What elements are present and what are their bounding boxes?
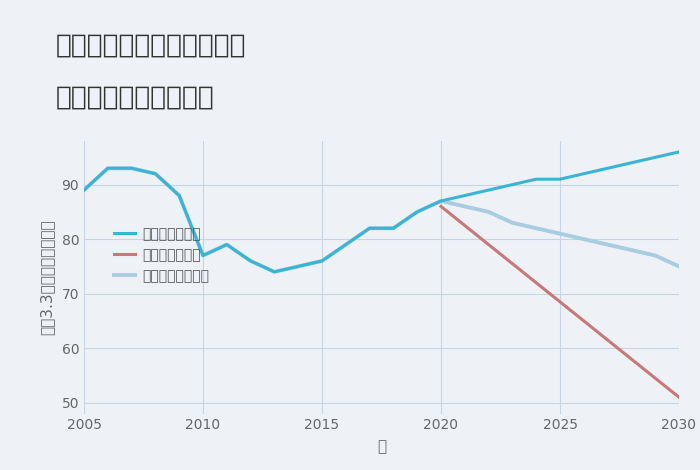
- グッドシナリオ: [365, 226, 374, 231]
- グッドシナリオ: [556, 176, 564, 182]
- グッドシナリオ: [508, 182, 517, 188]
- Line: バッドシナリオ: バッドシナリオ: [441, 206, 679, 397]
- ノーマルシナリオ: [104, 165, 112, 171]
- Y-axis label: 坪（3.3㎡）単価（万円）: 坪（3.3㎡）単価（万円）: [40, 219, 55, 335]
- ノーマルシナリオ: [603, 242, 612, 247]
- グッドシナリオ: [651, 155, 659, 160]
- グッドシナリオ: [199, 253, 207, 258]
- Line: グッドシナリオ: グッドシナリオ: [84, 152, 679, 272]
- ノーマルシナリオ: [175, 193, 183, 198]
- ノーマルシナリオ: [223, 242, 231, 247]
- ノーマルシナリオ: [246, 258, 255, 264]
- ノーマルシナリオ: [294, 264, 302, 269]
- グッドシナリオ: [437, 198, 445, 204]
- グッドシナリオ: [532, 176, 540, 182]
- ノーマルシナリオ: [532, 226, 540, 231]
- ノーマルシナリオ: [484, 209, 493, 215]
- グッドシナリオ: [175, 193, 183, 198]
- Line: ノーマルシナリオ: ノーマルシナリオ: [84, 168, 679, 272]
- ノーマルシナリオ: [508, 220, 517, 226]
- グッドシナリオ: [580, 171, 588, 177]
- Text: 千葉県匝瑳市八日市場ホの: 千葉県匝瑳市八日市場ホの: [56, 33, 246, 59]
- ノーマルシナリオ: [389, 226, 398, 231]
- ノーマルシナリオ: [318, 258, 326, 264]
- グッドシナリオ: [151, 171, 160, 177]
- ノーマルシナリオ: [461, 204, 469, 209]
- ノーマルシナリオ: [342, 242, 350, 247]
- グッドシナリオ: [270, 269, 279, 274]
- Text: 中古戸建ての価格推移: 中古戸建ての価格推移: [56, 85, 215, 110]
- ノーマルシナリオ: [365, 226, 374, 231]
- ノーマルシナリオ: [675, 264, 683, 269]
- グッドシナリオ: [389, 226, 398, 231]
- ノーマルシナリオ: [151, 171, 160, 177]
- ノーマルシナリオ: [651, 253, 659, 258]
- X-axis label: 年: 年: [377, 439, 386, 454]
- バッドシナリオ: [437, 204, 445, 209]
- ノーマルシナリオ: [627, 247, 636, 253]
- ノーマルシナリオ: [437, 198, 445, 204]
- ノーマルシナリオ: [80, 187, 88, 193]
- ノーマルシナリオ: [270, 269, 279, 274]
- ノーマルシナリオ: [127, 165, 136, 171]
- グッドシナリオ: [413, 209, 421, 215]
- Legend: グッドシナリオ, バッドシナリオ, ノーマルシナリオ: グッドシナリオ, バッドシナリオ, ノーマルシナリオ: [108, 221, 215, 289]
- グッドシナリオ: [127, 165, 136, 171]
- ノーマルシナリオ: [413, 209, 421, 215]
- グッドシナリオ: [342, 242, 350, 247]
- グッドシナリオ: [246, 258, 255, 264]
- グッドシナリオ: [461, 193, 469, 198]
- ノーマルシナリオ: [580, 236, 588, 242]
- バッドシナリオ: [675, 394, 683, 400]
- グッドシナリオ: [318, 258, 326, 264]
- グッドシナリオ: [627, 160, 636, 165]
- グッドシナリオ: [675, 149, 683, 155]
- ノーマルシナリオ: [199, 253, 207, 258]
- グッドシナリオ: [223, 242, 231, 247]
- グッドシナリオ: [80, 187, 88, 193]
- ノーマルシナリオ: [556, 231, 564, 236]
- グッドシナリオ: [294, 264, 302, 269]
- グッドシナリオ: [484, 187, 493, 193]
- グッドシナリオ: [104, 165, 112, 171]
- グッドシナリオ: [603, 165, 612, 171]
